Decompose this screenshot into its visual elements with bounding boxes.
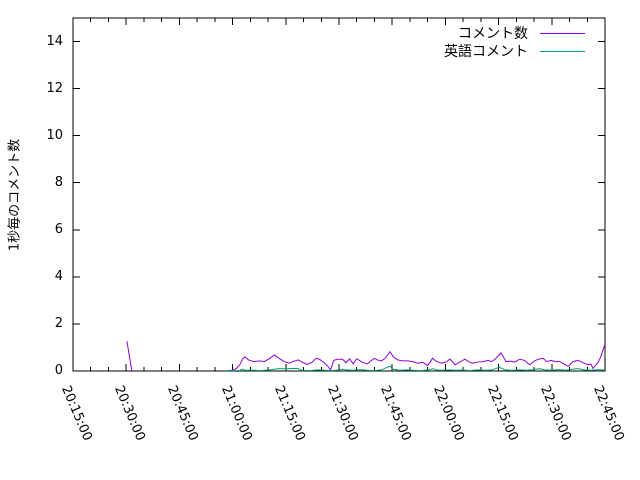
legend: コメント数 英語コメント xyxy=(0,24,585,60)
legend-item-english-comments: 英語コメント xyxy=(0,42,585,60)
y-tick-label: 14 xyxy=(46,33,63,49)
y-tick-label: 10 xyxy=(46,127,63,143)
plot-border xyxy=(72,17,606,372)
y-tick-label: 6 xyxy=(54,221,63,237)
series-line-0 xyxy=(126,341,133,372)
y-tick-label: 8 xyxy=(54,174,63,190)
y-tick-label: 4 xyxy=(54,268,63,284)
series-line-1 xyxy=(225,365,606,372)
y-tick-label: 12 xyxy=(46,80,63,96)
y-axis-label: 1秒毎のコメント数 xyxy=(7,138,23,252)
y-tick-label: 2 xyxy=(54,315,63,331)
series-line-0 xyxy=(225,343,606,372)
legend-line-sample xyxy=(540,50,585,52)
legend-label: コメント数 xyxy=(458,26,528,42)
legend-item-comments: コメント数 xyxy=(0,24,585,42)
legend-line-sample xyxy=(540,32,585,34)
y-tick-label: 0 xyxy=(54,363,63,378)
legend-label: 英語コメント xyxy=(444,44,528,60)
